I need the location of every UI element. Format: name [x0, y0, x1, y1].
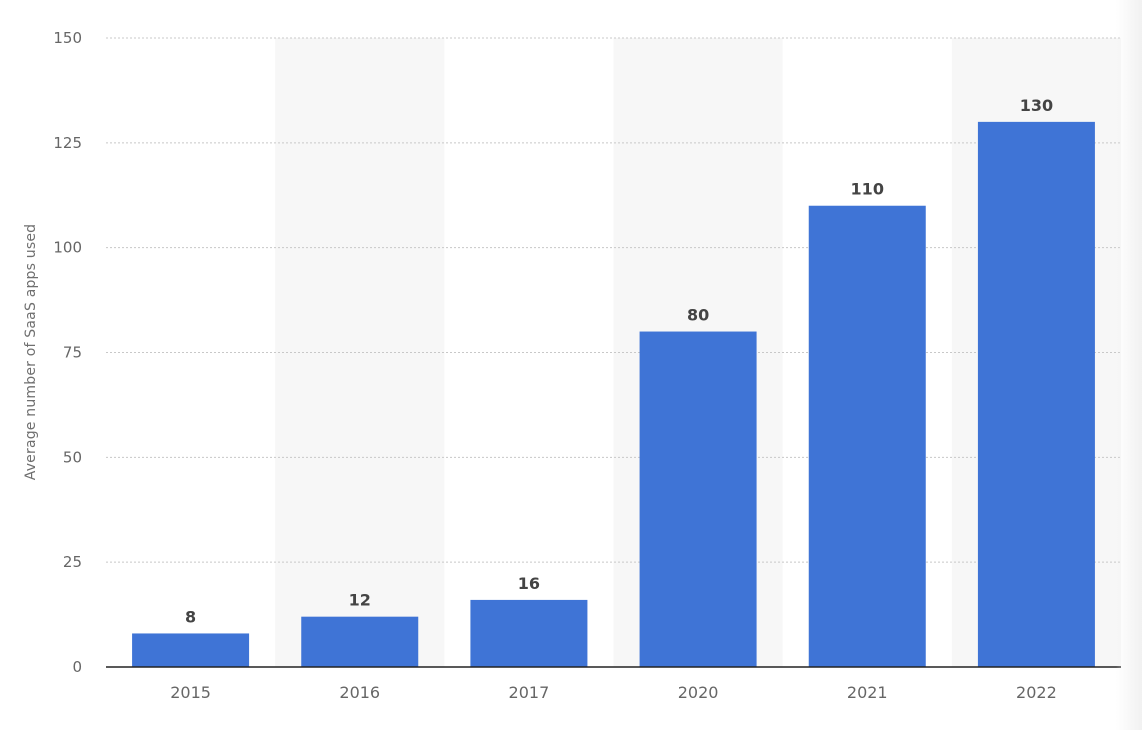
right-edge-shadow: [1116, 0, 1142, 730]
y-tick-label: 25: [63, 553, 82, 571]
x-tick-label: 2020: [678, 683, 719, 702]
x-tick-label: 2021: [847, 683, 888, 702]
data-label: 16: [518, 574, 540, 593]
bar-2016: [301, 616, 419, 667]
bar-2020: [639, 331, 757, 667]
bar-2021: [808, 205, 926, 667]
y-tick-label: 75: [63, 344, 82, 362]
y-tick-label: 50: [63, 448, 82, 466]
x-tick-label: 2015: [170, 683, 211, 702]
x-tick-label: 2016: [339, 683, 380, 702]
bar-2017: [470, 599, 588, 667]
data-label: 110: [851, 180, 884, 199]
y-tick-label: 150: [53, 29, 82, 47]
data-label: 130: [1020, 96, 1053, 115]
data-label: 12: [349, 591, 371, 610]
data-label: 8: [185, 607, 196, 626]
x-tick-label: 2017: [509, 683, 550, 702]
y-tick-label: 0: [72, 658, 82, 676]
y-axis-label: Average number of SaaS apps used: [23, 223, 39, 481]
bar-2022: [977, 121, 1095, 667]
data-label: 80: [687, 306, 709, 325]
y-tick-label: 125: [53, 134, 82, 152]
bar-2015: [132, 633, 250, 667]
x-tick-label: 2022: [1016, 683, 1057, 702]
y-tick-label: 100: [53, 239, 82, 257]
